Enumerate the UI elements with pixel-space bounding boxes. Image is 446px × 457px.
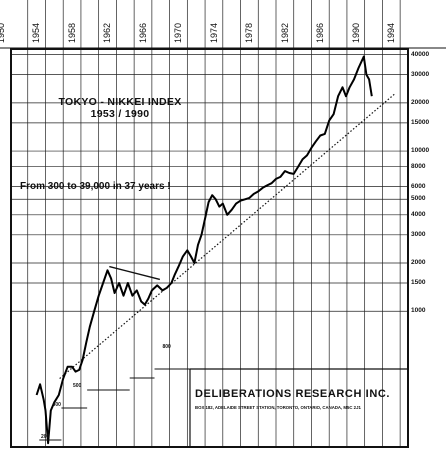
x-tick-label: 1978 — [244, 22, 255, 43]
x-tick-label: 1990 — [350, 22, 361, 43]
y-tick-label: 2000 — [411, 259, 426, 267]
y-tick-label: 6000 — [411, 182, 426, 190]
y-tick-label: 1500 — [411, 279, 426, 287]
y-tick-label: 10000 — [411, 147, 430, 155]
x-tick-label: 1970 — [173, 22, 184, 43]
level-marker-label: 500 — [72, 383, 82, 389]
x-tick-label: 1974 — [208, 22, 219, 43]
long-term-trendline — [59, 92, 397, 379]
chart-annotation: From 300 to 39,000 in 37 years ! — [20, 181, 171, 192]
x-tick-label: 1982 — [279, 22, 290, 43]
level-marker-label: 400 — [52, 402, 61, 408]
x-tick-label: 1986 — [315, 22, 326, 43]
y-tick-label: 8000 — [411, 162, 426, 170]
y-tick-label: 3000 — [411, 230, 426, 238]
level-marker-label: 800 — [162, 344, 171, 350]
x-tick-label: 1962 — [102, 22, 113, 43]
x-tick-label: 1958 — [66, 22, 77, 43]
level-marker-label: 200 — [41, 434, 50, 440]
resistance-trendline — [109, 265, 161, 281]
y-tick-label: 30000 — [411, 70, 430, 78]
y-tick-label: 5000 — [411, 195, 426, 203]
y-tick-label: 20000 — [411, 98, 430, 106]
x-tick-label: 1954 — [31, 22, 42, 43]
publisher-name: DELIBERATIONS RESEARCH INC. — [195, 388, 391, 400]
y-tick-label: 4000 — [411, 210, 426, 218]
publisher-address: BOX 182, ADELAIDE STREET STATION, TORONT… — [195, 405, 361, 410]
y-tick-label: 15000 — [411, 118, 430, 126]
chart-title-block: TOKYO - NIKKEI INDEX 1953 / 1990 — [30, 96, 210, 120]
chart-title: TOKYO - NIKKEI INDEX — [58, 96, 182, 108]
chart-subtitle: 1953 / 1990 — [90, 108, 150, 120]
x-tick-label: 1966 — [137, 22, 148, 43]
x-tick-label: 1994 — [386, 22, 397, 43]
nikkei-series-line — [35, 55, 373, 445]
y-tick-label: 1000 — [411, 307, 426, 315]
x-tick-label: 1950 — [0, 22, 6, 43]
y-tick-label: 40000 — [411, 50, 430, 58]
